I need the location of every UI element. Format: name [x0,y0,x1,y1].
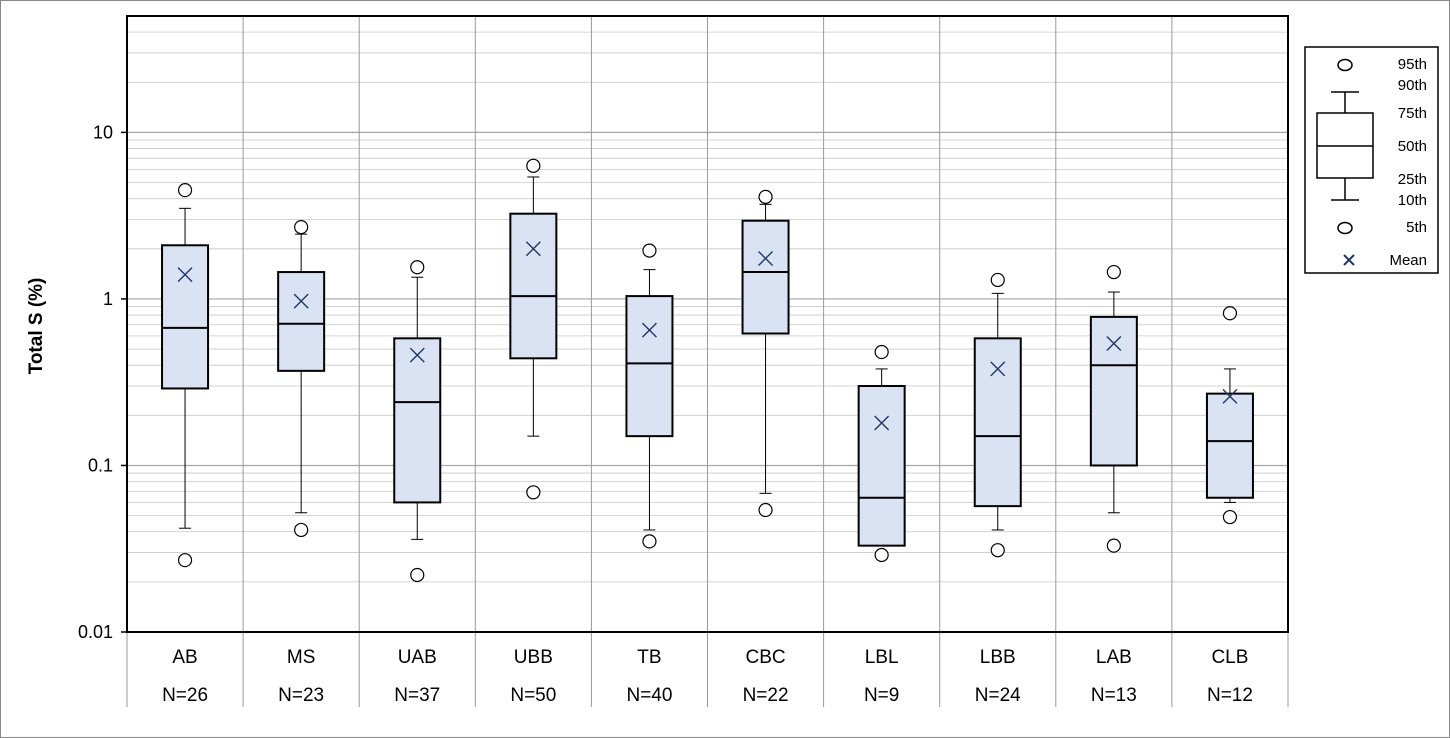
mean-marker [409,347,425,363]
y-tick-label: 0.1 [88,455,113,475]
box-group-lbb [973,272,1022,558]
mean-marker [1222,388,1238,404]
legend-label-p10: 10th [1398,192,1427,209]
p95-point [642,243,657,258]
count-label: N=22 [743,685,789,706]
count-label: N=23 [278,685,324,706]
box-group-uab [393,260,442,583]
p5-point [177,553,193,568]
iqr-box [393,337,442,504]
iqr-box [625,295,674,438]
mean-marker [758,250,774,266]
axes: 0.01 0.1 1 10 Total S (%) AB N=26 MS N=23 UAB N=37… [26,15,1289,706]
p95-point [758,189,773,204]
mean-marker [293,293,309,309]
y-tick-label: 1 [103,289,113,309]
mean-marker [1106,336,1122,351]
box-group-lab [1089,264,1138,553]
mean-marker [177,267,193,283]
category-label: LBB [980,647,1016,668]
mean-marker [525,241,541,257]
p95-point [410,260,425,275]
box-group-ab [161,183,210,568]
category-label: CLB [1211,647,1248,668]
legend-p5-symbol [1337,221,1353,235]
iqr-box [1205,392,1254,499]
mean-marker [641,322,657,338]
iqr-box [857,385,906,547]
legend-label-p75: 75th [1398,105,1427,122]
p5-point [526,485,541,500]
count-label: N=13 [1091,685,1137,706]
p5-point [758,502,773,518]
count-label: N=24 [975,685,1021,706]
p95-point [1106,264,1121,280]
p95-point [1222,306,1238,321]
box-group-lbl [857,344,906,563]
iqr-box [161,244,210,390]
p95-point [177,183,193,198]
p5-point [294,522,309,538]
box-group-cbc [741,189,790,518]
legend-label-p95: 95th [1398,56,1427,73]
mean-marker [990,361,1006,377]
legend-p95-symbol [1337,58,1353,72]
category-label: CBC [745,647,785,668]
count-label: N=40 [626,685,672,706]
p5-point [874,547,889,563]
legend: 95th 90th 75th 50th 25th 10th 5th Mean [1304,46,1439,274]
category-label: UBB [514,647,553,668]
count-label: N=26 [162,685,208,706]
count-label: N=12 [1207,685,1253,706]
count-label: N=50 [510,685,556,706]
y-tick-label: 10 [93,122,113,142]
category-label: LBL [865,647,899,668]
p95-point [990,272,1005,288]
legend-label-p90: 90th [1398,77,1427,94]
p95-point [526,158,541,173]
category-label: TB [637,647,661,668]
box-group-tb [625,243,674,549]
y-tick-label: 0.01 [78,622,113,642]
p5-point [1106,538,1121,553]
p5-point [990,543,1005,558]
legend-label-mean: Mean [1389,252,1427,269]
mean-marker [874,415,890,431]
iqr-box [277,271,326,372]
category-label: MS [287,647,316,668]
p5-point [410,567,425,583]
legend-label-p25: 25th [1398,171,1427,188]
iqr-box [973,337,1022,508]
boxes [161,158,1254,583]
count-label: N=37 [394,685,440,706]
iqr-box [741,219,790,335]
legend-mean-symbol [1343,254,1355,266]
iqr-box [1089,315,1138,467]
plot-area-frame [126,15,1289,633]
box-group-ubb [509,158,558,500]
p5-point [1222,509,1238,525]
category-label: UAB [398,647,437,668]
category-separators [126,16,1289,707]
category-label: LAB [1096,647,1132,668]
legend-label-p5: 5th [1406,219,1427,236]
p95-point [294,219,309,235]
count-label: N=9 [864,685,899,706]
p5-point [642,534,657,549]
category-label: AB [172,647,197,668]
iqr-box [509,212,558,360]
p95-point [874,344,889,360]
box-group-ms [277,219,326,538]
y-axis-label: Total S (%) [26,278,47,375]
box-group-clb [1205,306,1254,525]
legend-label-p50: 50th [1398,138,1427,155]
